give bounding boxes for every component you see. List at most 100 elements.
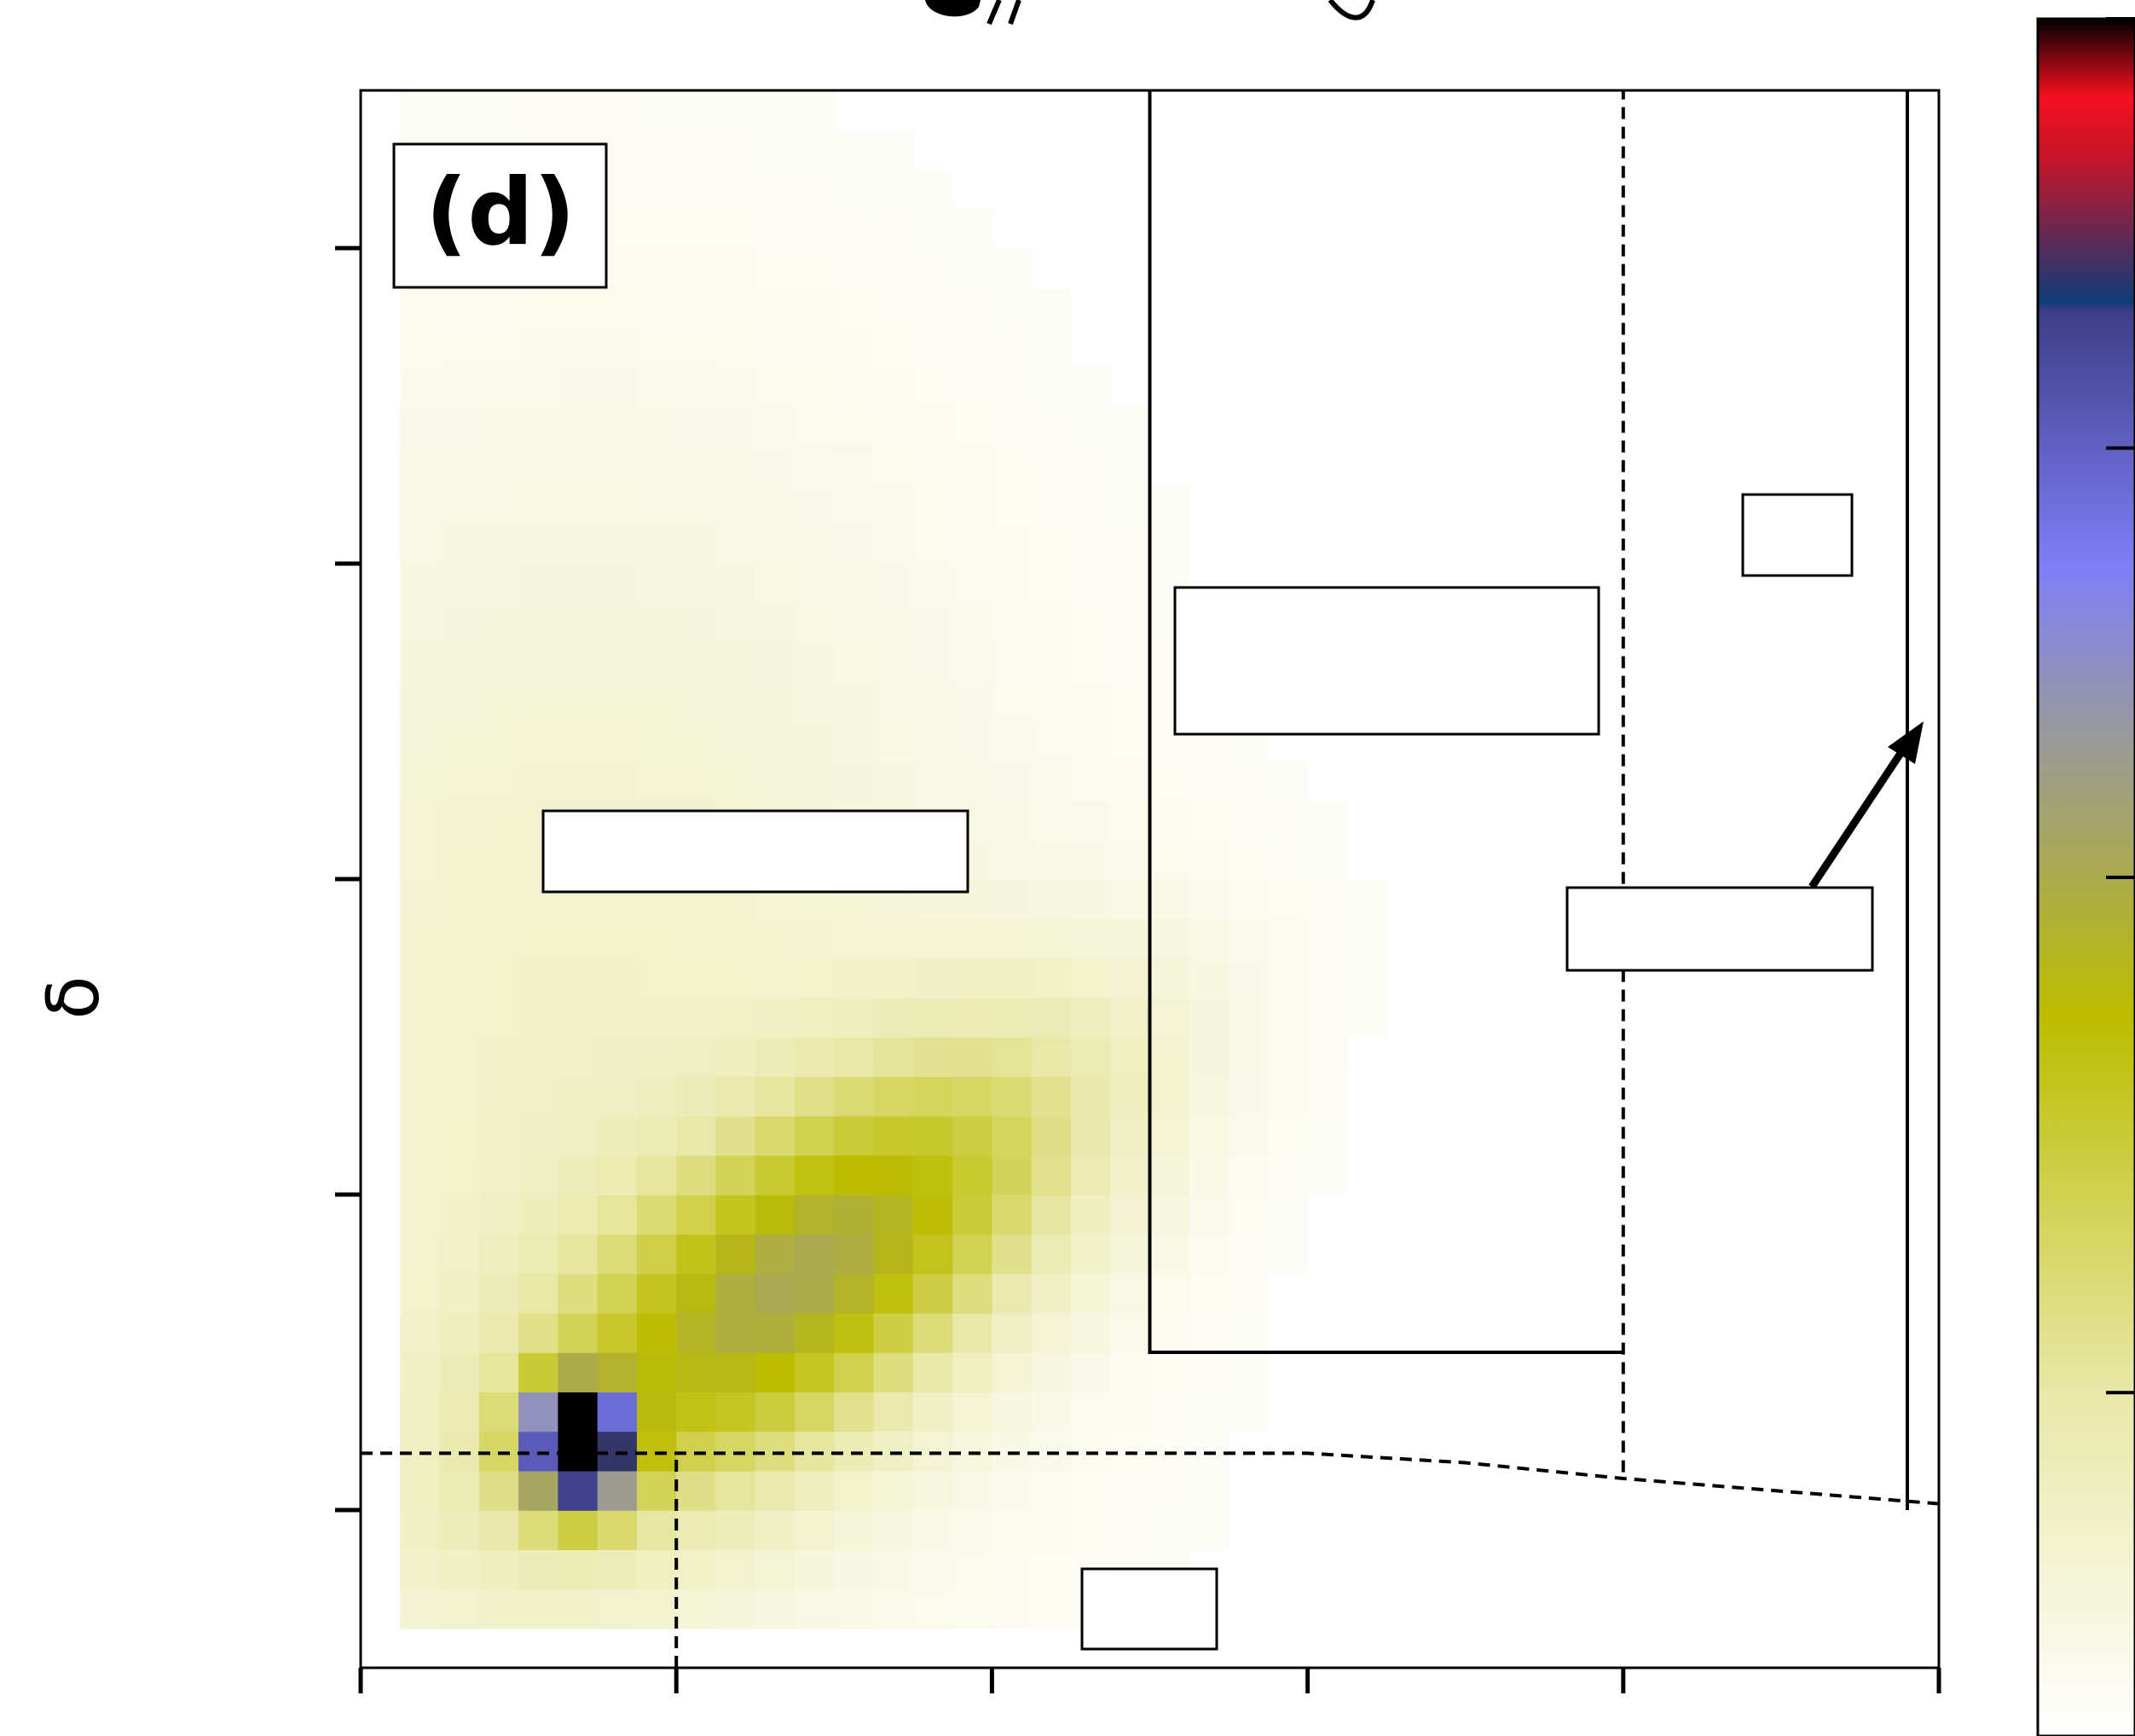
heat-cell: [676, 1273, 717, 1314]
heat-cell: [795, 524, 836, 564]
heat-cell: [834, 327, 875, 367]
heat-cell: [1031, 1431, 1072, 1472]
heat-cell: [952, 1392, 993, 1432]
heat-cell: [518, 997, 559, 1038]
heat-cell: [912, 564, 953, 605]
heat-cell: [1110, 1195, 1151, 1235]
heat-cell: [636, 1037, 677, 1078]
heat-cell: [439, 1312, 480, 1353]
heat-cell: [873, 169, 914, 210]
heat-cell: [636, 681, 677, 722]
heat-cell: [676, 958, 717, 998]
heat-cell: [1149, 1392, 1190, 1432]
heat-cell: [558, 1549, 599, 1590]
heat-cell: [439, 1195, 480, 1235]
heat-cell: [952, 721, 993, 762]
horizontal-dashed-line: [361, 1451, 1940, 1506]
heat-cell: [912, 208, 953, 249]
heat-cell: [952, 918, 993, 959]
heat-cell: [755, 1312, 796, 1353]
heat-cell: [1031, 1470, 1072, 1511]
heat-cell: [755, 406, 796, 447]
heat-cell: [676, 445, 717, 486]
heat-cell: [795, 169, 836, 210]
heat-cell: [597, 366, 638, 407]
heat-cell: [478, 681, 519, 722]
heat-cell: [1070, 1470, 1112, 1511]
heat-cell: [400, 1037, 441, 1078]
heat-cell: [715, 1431, 756, 1472]
heat-cell: [1149, 839, 1190, 880]
heat-cell: [795, 248, 836, 289]
heat-cell: [597, 642, 638, 683]
heat-cell: [873, 1392, 914, 1432]
heat-cell: [952, 1037, 993, 1078]
heat-cell: [1346, 958, 1387, 998]
heat-cell: [1189, 997, 1230, 1038]
heat-cell: [795, 484, 836, 525]
heat-cell: [1189, 1352, 1230, 1393]
heat-cell: [518, 1392, 559, 1432]
heat-cell: [676, 406, 717, 447]
heat-cell: [795, 1154, 836, 1195]
heat-cell: [676, 1352, 717, 1393]
heat-cell: [795, 997, 836, 1038]
heat-cell: [834, 564, 875, 605]
heat-cell: [1268, 839, 1309, 880]
heat-cell: [478, 445, 519, 486]
heat-cell: [439, 1470, 480, 1511]
heat-cell: [992, 958, 1033, 998]
heat-cell: [1031, 721, 1072, 762]
heat-cell: [439, 366, 480, 407]
heat-cell: [558, 1076, 599, 1117]
heat-cell: [715, 1076, 756, 1117]
heat-cell: [992, 1352, 1033, 1393]
heat-cell: [1229, 997, 1270, 1038]
heat-cell: [1031, 484, 1072, 525]
heat-cell: [676, 287, 717, 328]
heat-cell: [834, 603, 875, 644]
heat-cell: [676, 90, 717, 131]
heat-cell: [834, 1154, 875, 1195]
heat-cell: [597, 1588, 638, 1629]
heat-cell: [439, 1392, 480, 1432]
heat-cell: [992, 800, 1033, 841]
heat-cell: [912, 1588, 953, 1629]
heat-cell: [478, 603, 519, 644]
heat-cell: [795, 1392, 836, 1432]
heat-cell: [597, 1115, 638, 1156]
heat-cell: [952, 1154, 993, 1195]
axis-ticks: [335, 246, 1941, 1693]
heat-cell: [1189, 1076, 1230, 1117]
heat-cell: [1031, 1510, 1072, 1551]
heat-cell: [873, 248, 914, 289]
heat-cell: [478, 1234, 519, 1275]
annotation-box: [541, 809, 969, 894]
heat-cell: [1149, 1076, 1190, 1117]
heat-cell: [400, 564, 441, 605]
heat-cell: [873, 1195, 914, 1235]
heat-cell: [636, 1115, 677, 1156]
heat-cell: [1110, 603, 1151, 644]
heat-cell: [400, 1431, 441, 1472]
heat-cell: [558, 1234, 599, 1275]
heat-cell: [518, 1588, 559, 1629]
heat-cell: [558, 564, 599, 605]
heat-cell: [676, 1234, 717, 1275]
heat-cell: [992, 721, 1033, 762]
heat-cell: [439, 1510, 480, 1551]
heat-cell: [715, 918, 756, 959]
heat-cell: [1149, 1510, 1190, 1551]
heat-cell: [558, 1195, 599, 1235]
heat-cell: [1189, 761, 1230, 801]
heat-cell: [597, 1470, 638, 1511]
heat-cell: [755, 1392, 796, 1432]
heat-cell: [834, 1037, 875, 1078]
heat-cell: [755, 1588, 796, 1629]
heat-cell: [755, 1470, 796, 1511]
heat-cell: [755, 208, 796, 249]
heat-cell: [873, 208, 914, 249]
heat-cell: [1229, 1195, 1270, 1235]
heat-cell: [912, 524, 953, 564]
heat-cell: [676, 169, 717, 210]
